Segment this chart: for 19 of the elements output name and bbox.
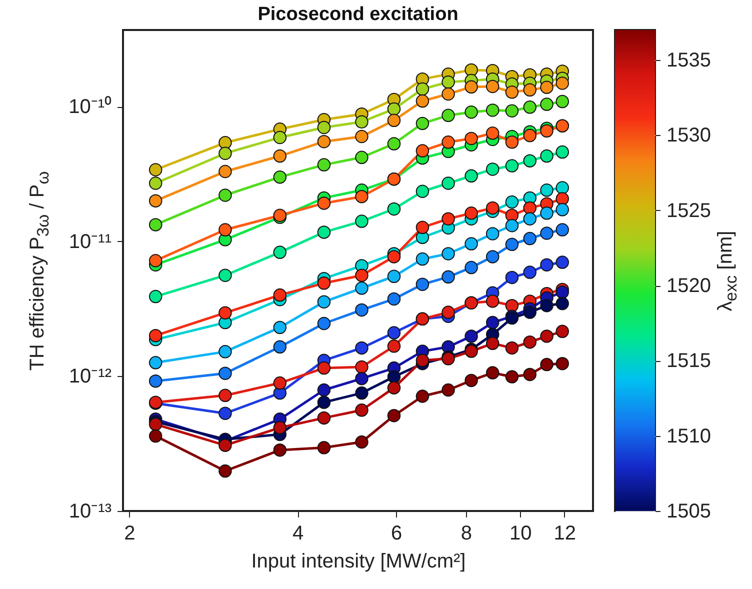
color-bar-label: 1520 [666, 275, 711, 298]
color-bar-label: 1515 [666, 350, 711, 372]
x-tick-label: 6 [390, 522, 402, 544]
color-bar-label: 1530 [666, 124, 711, 147]
color-bar-label: 1525 [666, 200, 711, 222]
x-axis-title: Input intensity [MW/cm²] [251, 550, 466, 572]
y-tick-label: 10⁻¹¹ [68, 230, 112, 253]
y-tick-label: 10⁻¹³ [68, 500, 112, 522]
x-tick-label: 4 [292, 522, 304, 544]
color-bar-label: 1535 [666, 50, 711, 72]
chart-title: Picosecond excitation [258, 4, 458, 25]
y-tick-label: 10⁻¹⁰ [68, 95, 112, 118]
color-bar-label: 1510 [666, 425, 711, 448]
x-tick-label: 8 [460, 522, 472, 544]
x-tick-label: 12 [554, 522, 576, 544]
y-tick-label: 10⁻¹² [68, 366, 112, 388]
color-bar-label: 1505 [666, 500, 711, 522]
x-tick-label: 10 [509, 522, 532, 544]
x-tick-label: 2 [124, 522, 136, 544]
